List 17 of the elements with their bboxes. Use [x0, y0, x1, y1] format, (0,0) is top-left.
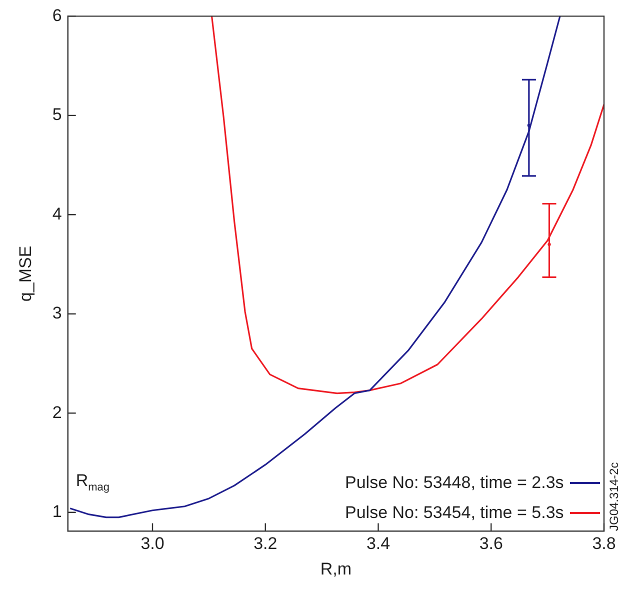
x-tick-label: 3.0	[140, 534, 164, 554]
x-tick-label: 3.2	[254, 534, 278, 554]
x-axis-title: R,m	[320, 559, 352, 578]
y-tick-label: 1	[52, 502, 62, 522]
y-tick-label: 5	[52, 105, 62, 124]
text: JG04.314-2c	[607, 462, 621, 532]
x-tick-label: 3.6	[479, 534, 503, 554]
y-tick-label: 6	[52, 6, 62, 25]
y-tick-label: 4	[52, 204, 62, 224]
y-axis-title: q_MSE	[16, 246, 35, 302]
annotation: R$_{mag}$	[76, 471, 110, 494]
y-tick-label: 3	[52, 304, 62, 323]
legend-label: Pulse No: 53448, time = 2.3s	[345, 473, 564, 494]
x-tick-label: 3.8	[592, 534, 616, 554]
x-tick-label: 3.4	[366, 534, 390, 554]
y-tick-label: 2	[52, 402, 62, 422]
legend-label: Pulse No: 53454, time = 5.3s	[345, 503, 564, 524]
